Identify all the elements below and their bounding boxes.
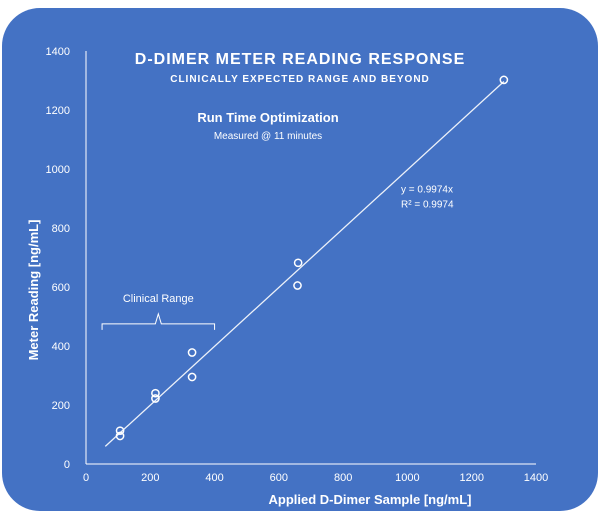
trendline [104,81,505,447]
y-tick-label: 0 [64,459,70,471]
y-tick-label: 1400 [46,46,70,58]
x-tick-label: 1400 [524,472,548,484]
x-tick-labels: 0 200 400 600 800 1000 1200 1400 [83,472,548,484]
y-tick-label: 600 [52,282,70,294]
annotation-title: Run Time Optimization [197,110,338,125]
x-axis-label: Applied D-Dimer Sample [ng/mL] [269,492,472,507]
chart-panel: D-DIMER METER READING RESPONSE CLINICALL… [0,6,600,513]
data-points [115,75,509,441]
data-point [293,258,303,268]
y-tick-label: 400 [52,341,70,353]
axes [85,51,536,465]
annotation-subtitle: Measured @ 11 minutes [214,131,322,142]
data-point [187,372,197,382]
chart-subtitle: CLINICALLY EXPECTED RANGE AND BEYOND [170,74,430,85]
x-tick-label: 400 [205,472,223,484]
trendline-r2: R² = 0.9974 [401,199,454,210]
data-point [151,394,160,403]
y-tick-label: 1200 [46,105,70,117]
x-tick-label: 1000 [395,472,419,484]
data-point [293,281,302,290]
data-point [187,348,197,357]
chart-title: D-DIMER METER READING RESPONSE [135,51,465,68]
scatter-chart: D-DIMER METER READING RESPONSE CLINICALL… [2,8,598,511]
clinical-range-label: Clinical Range [123,293,194,305]
y-axis-label: Meter Reading [ng/mL] [26,220,41,361]
x-tick-label: 800 [334,472,352,484]
trendline-equation: y = 0.9974x [401,185,453,196]
clinical-range-bracket [101,312,216,330]
data-point [115,426,125,436]
y-tick-labels: 0 200 400 600 800 1000 1200 1400 [46,46,70,471]
x-tick-label: 200 [141,472,159,484]
x-tick-label: 600 [270,472,288,484]
y-tick-label: 1000 [46,164,70,176]
data-point [115,431,125,441]
data-point [151,388,160,398]
x-tick-label: 0 [83,472,89,484]
y-tick-label: 200 [52,400,70,412]
data-point [499,75,509,85]
x-tick-label: 1200 [459,472,483,484]
y-tick-label: 800 [52,223,70,235]
